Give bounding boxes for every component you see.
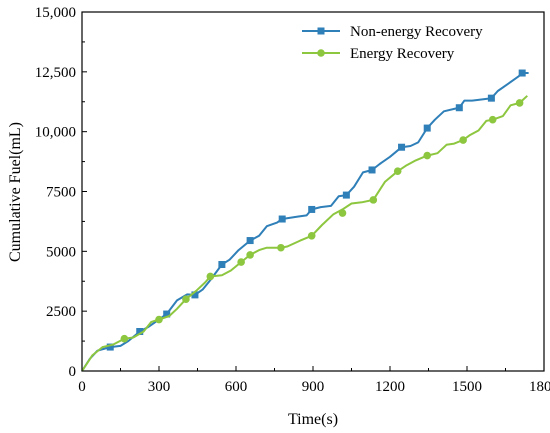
- data-point-circle: [246, 251, 254, 259]
- series-0: [81, 69, 529, 372]
- data-point-square: [136, 328, 144, 336]
- data-point-square: [518, 69, 526, 77]
- series-1: [81, 95, 528, 372]
- x-axis-title: Time(s): [288, 411, 338, 428]
- data-point-circle: [393, 167, 402, 175]
- y-tick-label: 2500: [46, 304, 76, 320]
- data-point-square: [106, 343, 114, 351]
- data-point-circle: [488, 115, 497, 124]
- data-point-square: [455, 104, 463, 112]
- x-tick-label: 1200: [375, 379, 405, 395]
- legend-label: Non-energy Recovery: [350, 24, 483, 40]
- data-point-circle: [277, 243, 285, 252]
- data-point-square: [487, 94, 495, 102]
- y-tick-label: 7500: [46, 185, 76, 201]
- data-point-square: [191, 291, 199, 299]
- data-point-square: [342, 191, 350, 199]
- plot-border: [81, 11, 545, 372]
- series-line: [81, 95, 528, 372]
- data-point-circle: [423, 151, 432, 160]
- y-tick-label: 15,000: [35, 5, 76, 21]
- data-point-circle: [182, 295, 190, 304]
- data-point-square: [308, 205, 316, 213]
- data-point-circle: [120, 334, 129, 343]
- data-point-square: [278, 215, 286, 223]
- x-tick-label: 900: [302, 379, 325, 395]
- x-tick-label: 1500: [452, 379, 482, 395]
- x-tick-label: 600: [225, 379, 248, 395]
- data-point-square: [368, 166, 376, 174]
- y-axis-ticks: 0 2500 5000 7500 10,000 12,500 15,000: [35, 5, 87, 380]
- y-tick-label: 0: [69, 364, 77, 380]
- data-point-circle: [206, 272, 215, 281]
- data-point-square: [218, 260, 226, 268]
- data-point-square: [317, 27, 325, 35]
- data-point-circle: [317, 49, 325, 57]
- data-point-square: [163, 310, 171, 318]
- data-point-circle: [459, 136, 467, 144]
- data-point-circle: [307, 231, 316, 240]
- data-point-circle: [369, 196, 378, 204]
- data-point-circle: [338, 209, 347, 217]
- y-tick-label: 12,500: [35, 65, 76, 81]
- data-point-circle: [515, 99, 524, 107]
- legend-label: Energy Recovery: [350, 46, 455, 62]
- y-tick-label: 10,000: [35, 125, 76, 141]
- plot-frame: [81, 11, 545, 372]
- data-point-square: [246, 237, 254, 245]
- series-layer: [81, 69, 529, 372]
- data-point-square: [423, 124, 431, 132]
- legend: Non-energy Recovery Energy Recovery: [302, 24, 483, 62]
- series-line: [81, 72, 529, 372]
- data-point-circle: [237, 258, 245, 266]
- y-tick-label: 5000: [46, 244, 76, 260]
- x-tick-label: 0: [78, 379, 86, 395]
- y-axis-title: Cumulative Fuel(mL): [7, 122, 24, 262]
- x-tick-label: 300: [148, 379, 171, 395]
- data-point-square: [398, 143, 406, 151]
- data-point-circle: [155, 315, 163, 324]
